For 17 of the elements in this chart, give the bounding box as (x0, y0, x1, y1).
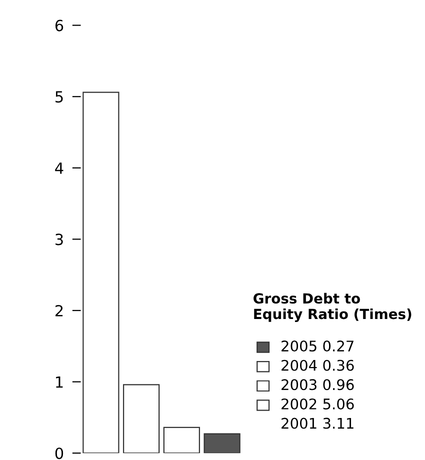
text: 2001 3.11 (282, 418, 354, 429)
y-tick-label: 4 (55, 162, 64, 174)
y-tick-label: 2 (55, 304, 63, 316)
y-tick-label: 3 (56, 234, 63, 246)
y-tick-label: 5 (56, 91, 63, 103)
legend-title: Gross Debt to Equity Ratio (Times) (254, 292, 412, 322)
text: 2005 0.27 (282, 340, 354, 352)
y-tick-label: 6 (55, 20, 64, 32)
y-tick-label: 1 (56, 376, 63, 388)
bar (122, 384, 160, 454)
bar (82, 92, 120, 454)
bar (163, 426, 200, 454)
text: 2003 0.96 (282, 379, 354, 390)
text: 2004 0.36 (282, 360, 354, 371)
text: 2002 5.06 (282, 398, 354, 410)
bar (204, 433, 240, 454)
y-tick-label: 0 (55, 448, 64, 460)
